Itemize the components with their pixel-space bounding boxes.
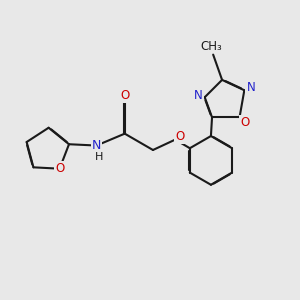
Text: O: O: [55, 162, 64, 175]
Text: O: O: [120, 88, 129, 101]
Text: O: O: [240, 116, 250, 129]
Text: N: N: [194, 89, 203, 102]
Text: CH₃: CH₃: [201, 40, 223, 53]
Text: N: N: [247, 81, 255, 94]
Text: N: N: [92, 139, 101, 152]
Text: H: H: [95, 152, 104, 162]
Text: O: O: [175, 130, 184, 143]
